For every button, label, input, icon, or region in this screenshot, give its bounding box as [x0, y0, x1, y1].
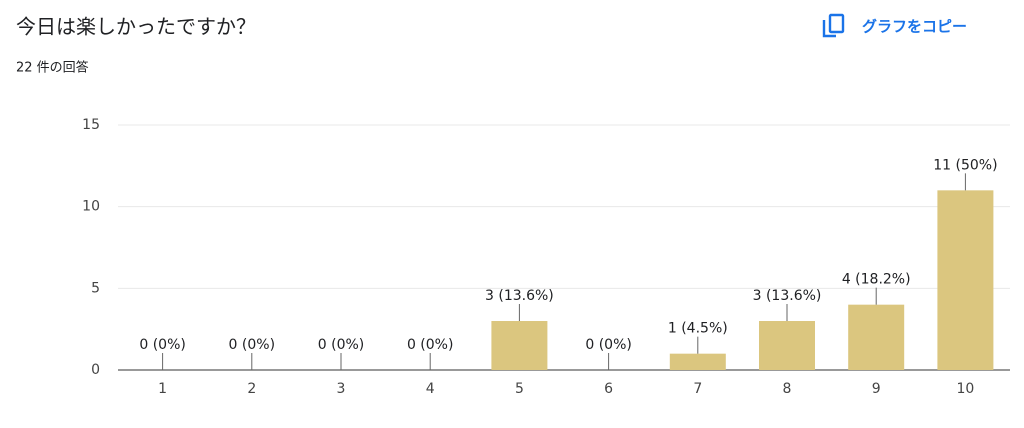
value-label: 0 (0%) [318, 337, 365, 353]
x-tick-label: 5 [515, 381, 524, 397]
value-label: 4 (18.2%) [842, 272, 911, 288]
value-label: 0 (0%) [139, 337, 186, 353]
x-tick-label: 2 [247, 381, 256, 397]
x-tick-label: 9 [872, 381, 881, 397]
x-tick-label: 6 [604, 381, 613, 397]
value-label: 1 (4.5%) [668, 321, 728, 337]
value-label: 0 (0%) [407, 337, 454, 353]
value-label: 3 (13.6%) [485, 288, 554, 304]
question-title: 今日は楽しかったですか？ [16, 15, 256, 39]
button-bg[interactable] [818, 12, 1008, 42]
copy-icon [828, 13, 845, 34]
copy-label: グラフをコピー [862, 18, 967, 36]
bar [759, 321, 815, 370]
copy-icon [822, 20, 836, 38]
x-tick-label: 1 [158, 381, 167, 397]
bar [937, 190, 994, 370]
y-tick-label: 10 [82, 199, 100, 215]
bar [669, 353, 726, 370]
y-tick-label: 15 [82, 117, 100, 133]
response-count: 22 件の回答 [16, 60, 89, 76]
y-tick-label: 0 [91, 362, 100, 378]
x-tick-label: 7 [693, 381, 702, 397]
bar [491, 321, 548, 370]
value-label: 3 (13.6%) [753, 288, 822, 304]
value-label: 0 (0%) [585, 337, 632, 353]
bar [848, 304, 905, 370]
value-label: 11 (50%) [933, 157, 997, 173]
x-tick-label: 4 [426, 381, 435, 397]
copy-chart-button[interactable]: グラフをコピー [818, 12, 1008, 42]
x-tick-label: 8 [783, 381, 792, 397]
x-tick-label: 3 [337, 381, 346, 397]
value-label: 0 (0%) [229, 337, 276, 353]
x-tick-label: 10 [956, 381, 974, 397]
y-tick-label: 5 [91, 280, 100, 296]
